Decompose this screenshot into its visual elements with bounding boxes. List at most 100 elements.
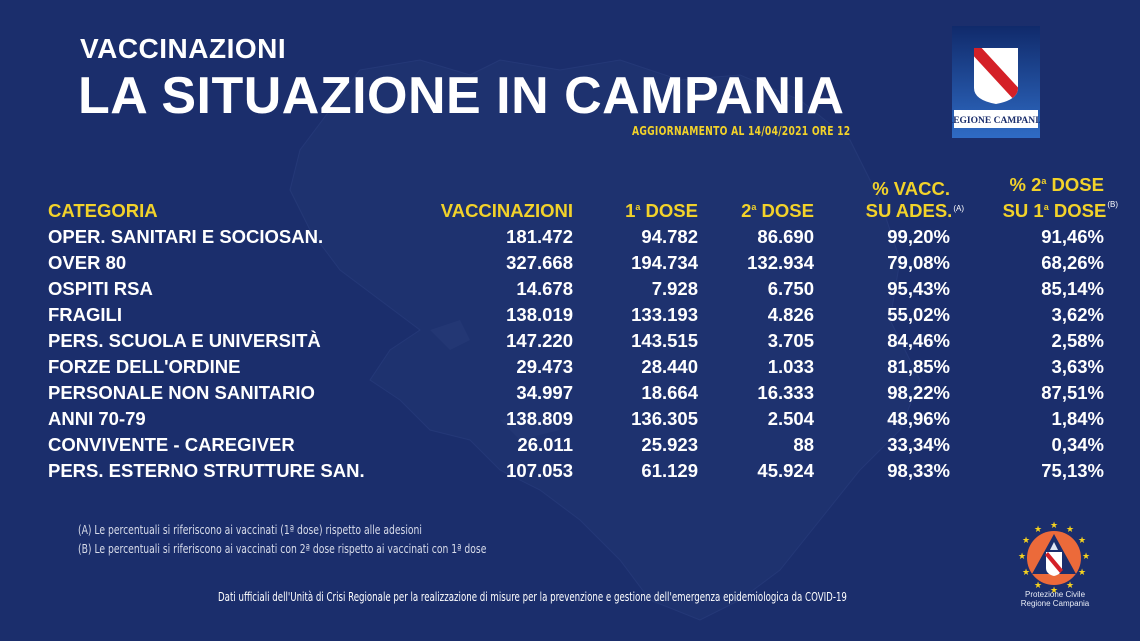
cell-pct-second: 85,14%: [1041, 278, 1104, 300]
footnote-a: (A) Le percentuali si riferiscono ai vac…: [78, 522, 422, 537]
header-dose1: 1a DOSE: [625, 200, 698, 222]
table-row: PERSONALE NON SANITARIO 34.997 18.664 16…: [48, 380, 1118, 406]
header-pct-vacc: % VACC. SU ADES.(A): [865, 178, 964, 222]
table-header-row: CATEGORIA VACCINAZIONI 1a DOSE 2a DOSE %…: [48, 170, 1118, 224]
cell-dose2: 1.033: [767, 356, 814, 378]
cell-dose2: 6.750: [767, 278, 814, 300]
cell-pct-vacc: 55,02%: [887, 304, 950, 326]
table-row: OVER 80 327.668 194.734 132.934 79,08% 6…: [48, 250, 1118, 276]
cell-category: FRAGILI: [48, 304, 122, 326]
cell-pct-vacc: 99,20%: [887, 226, 950, 248]
table-row: OPER. SANITARI E SOCIOSAN. 181.472 94.78…: [48, 224, 1118, 250]
cell-pct-second: 75,13%: [1041, 460, 1104, 482]
protezione-civile-logo: ★ ★ ★ ★ ★ ★ ★ ★ ★ ★ ★ ★: [1014, 518, 1094, 598]
svg-text:★: ★: [1050, 585, 1058, 595]
cell-vaccinations: 14.678: [516, 278, 573, 300]
vaccination-table: CATEGORIA VACCINAZIONI 1a DOSE 2a DOSE %…: [48, 170, 1118, 484]
cell-dose2: 88: [793, 434, 814, 456]
page-title: LA SITUAZIONE IN CAMPANIA: [78, 67, 845, 125]
svg-text:★: ★: [1078, 567, 1086, 577]
cell-dose1: 133.193: [631, 304, 698, 326]
cell-vaccinations: 26.011: [517, 434, 573, 456]
svg-text:★: ★: [1034, 580, 1042, 590]
svg-text:★: ★: [1066, 580, 1074, 590]
regione-campania-logo: REGIONE CAMPANIA: [946, 26, 1046, 138]
svg-text:★: ★: [1082, 551, 1090, 561]
footnotes: (A) Le percentuali si riferiscono ai vac…: [78, 520, 486, 558]
cell-dose1: 18.664: [641, 382, 698, 404]
cell-dose1: 25.923: [641, 434, 698, 456]
cell-pct-vacc: 98,22%: [887, 382, 950, 404]
cell-pct-vacc: 95,43%: [887, 278, 950, 300]
cell-pct-vacc: 81,85%: [887, 356, 950, 378]
cell-category: OVER 80: [48, 252, 127, 274]
svg-text:★: ★: [1022, 567, 1030, 577]
table-row: PERS. ESTERNO STRUTTURE SAN. 107.053 61.…: [48, 458, 1118, 484]
header-dose2: 2a DOSE: [741, 200, 814, 222]
cell-dose1: 194.734: [631, 252, 698, 274]
cell-dose1: 143.515: [631, 330, 698, 352]
svg-text:★: ★: [1018, 551, 1026, 561]
cell-pct-second: 3,62%: [1051, 304, 1104, 326]
cell-dose2: 45.924: [757, 460, 814, 482]
cell-vaccinations: 29.473: [516, 356, 573, 378]
update-timestamp: AGGIORNAMENTO AL 14/04/2021 ORE 12: [632, 124, 851, 138]
cell-vaccinations: 138.809: [506, 408, 573, 430]
footnote-b: (B) Le percentuali si riferiscono ai vac…: [78, 541, 487, 556]
table-row: CONVIVENTE - CAREGIVER 26.011 25.923 88 …: [48, 432, 1118, 458]
cell-pct-vacc: 48,96%: [887, 408, 950, 430]
cell-dose2: 132.934: [747, 252, 814, 274]
cell-pct-vacc: 33,34%: [887, 434, 950, 456]
cell-pct-vacc: 79,08%: [887, 252, 950, 274]
cell-pct-second: 3,63%: [1051, 356, 1104, 378]
cell-category: PERSONALE NON SANITARIO: [48, 382, 315, 404]
header-pct-second: % 2a DOSE SU 1a DOSE(B): [1002, 174, 1118, 222]
coat-of-arms-icon: REGIONE CAMPANIA: [946, 26, 1046, 138]
protezione-civile-label: Protezione Civile Regione Campania: [1020, 590, 1090, 608]
table-row: FRAGILI 138.019 133.193 4.826 55,02% 3,6…: [48, 302, 1118, 328]
cell-pct-second: 68,26%: [1041, 252, 1104, 274]
cell-pct-second: 87,51%: [1041, 382, 1104, 404]
header-category: CATEGORIA: [48, 200, 158, 222]
cell-dose2: 3.705: [767, 330, 814, 352]
cell-dose2: 16.333: [757, 382, 814, 404]
cell-category: OPER. SANITARI E SOCIOSAN.: [48, 226, 324, 248]
cell-vaccinations: 107.053: [506, 460, 573, 482]
table-row: OSPITI RSA 14.678 7.928 6.750 95,43% 85,…: [48, 276, 1118, 302]
cell-pct-vacc: 98,33%: [887, 460, 950, 482]
cell-dose1: 28.440: [641, 356, 698, 378]
cell-vaccinations: 138.019: [506, 304, 573, 326]
cell-dose2: 86.690: [757, 226, 814, 248]
page-kicker: VACCINAZIONI: [80, 33, 287, 64]
table-row: ANNI 70-79 138.809 136.305 2.504 48,96% …: [48, 406, 1118, 432]
cell-category: PERS. SCUOLA E UNIVERSITÀ: [48, 330, 321, 352]
cell-category: FORZE DELL'ORDINE: [48, 356, 241, 378]
svg-text:★: ★: [1066, 524, 1074, 534]
cell-category: CONVIVENTE - CAREGIVER: [48, 434, 295, 456]
cell-vaccinations: 147.220: [506, 330, 573, 352]
cell-dose1: 94.782: [641, 226, 698, 248]
cell-dose2: 2.504: [767, 408, 814, 430]
svg-text:★: ★: [1022, 535, 1030, 545]
svg-text:★: ★: [1050, 520, 1058, 530]
cell-pct-second: 0,34%: [1051, 434, 1104, 456]
cell-pct-second: 91,46%: [1041, 226, 1104, 248]
cell-dose1: 7.928: [651, 278, 698, 300]
cell-category: OSPITI RSA: [48, 278, 153, 300]
data-source-note: Dati ufficiali dell'Unità di Crisi Regio…: [218, 590, 847, 604]
cell-vaccinations: 181.472: [506, 226, 573, 248]
svg-text:★: ★: [1034, 524, 1042, 534]
cell-vaccinations: 34.997: [516, 382, 573, 404]
cell-vaccinations: 327.668: [506, 252, 573, 274]
cell-pct-second: 2,58%: [1051, 330, 1104, 352]
cell-category: PERS. ESTERNO STRUTTURE SAN.: [48, 460, 365, 482]
svg-text:REGIONE CAMPANIA: REGIONE CAMPANIA: [952, 116, 1040, 126]
table-row: FORZE DELL'ORDINE 29.473 28.440 1.033 81…: [48, 354, 1118, 380]
cell-pct-second: 1,84%: [1051, 408, 1104, 430]
cell-dose2: 4.826: [767, 304, 814, 326]
cell-dose1: 136.305: [631, 408, 698, 430]
table-row: PERS. SCUOLA E UNIVERSITÀ 147.220 143.51…: [48, 328, 1118, 354]
header-vaccinations: VACCINAZIONI: [440, 200, 573, 222]
cell-pct-vacc: 84,46%: [887, 330, 950, 352]
